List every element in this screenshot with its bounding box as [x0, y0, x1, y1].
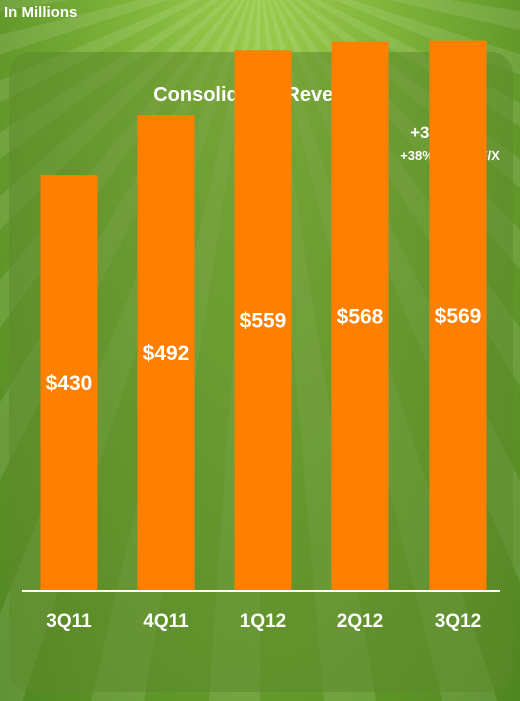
- x-tick-labels: 3Q11 4Q11 1Q12 2Q12 3Q12: [46, 611, 481, 632]
- units-label: In Millions: [4, 4, 78, 21]
- bar-3q11: [40, 175, 98, 591]
- bar-value-label: $492: [143, 342, 190, 365]
- bar-2q12: [331, 41, 389, 592]
- bar-value-label: $569: [435, 305, 482, 328]
- x-tick-label: 2Q12: [337, 611, 383, 632]
- bars-group: $430 $492 $559 $568 $569: [40, 40, 487, 592]
- bar-3q12: [429, 40, 487, 592]
- bar-value-label: $568: [337, 305, 384, 328]
- bar-value-label: $430: [46, 372, 93, 395]
- bar-value-label: $559: [240, 310, 287, 333]
- bar-4q11: [137, 115, 195, 592]
- bar-1q12: [234, 50, 292, 592]
- x-tick-label: 3Q12: [435, 611, 481, 632]
- x-tick-label: 1Q12: [240, 611, 286, 632]
- x-tick-label: 3Q11: [46, 611, 92, 632]
- x-tick-label: 4Q11: [143, 611, 189, 632]
